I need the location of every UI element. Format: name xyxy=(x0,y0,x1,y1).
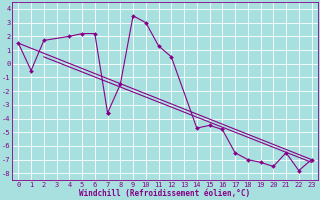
X-axis label: Windchill (Refroidissement éolien,°C): Windchill (Refroidissement éolien,°C) xyxy=(79,189,251,198)
